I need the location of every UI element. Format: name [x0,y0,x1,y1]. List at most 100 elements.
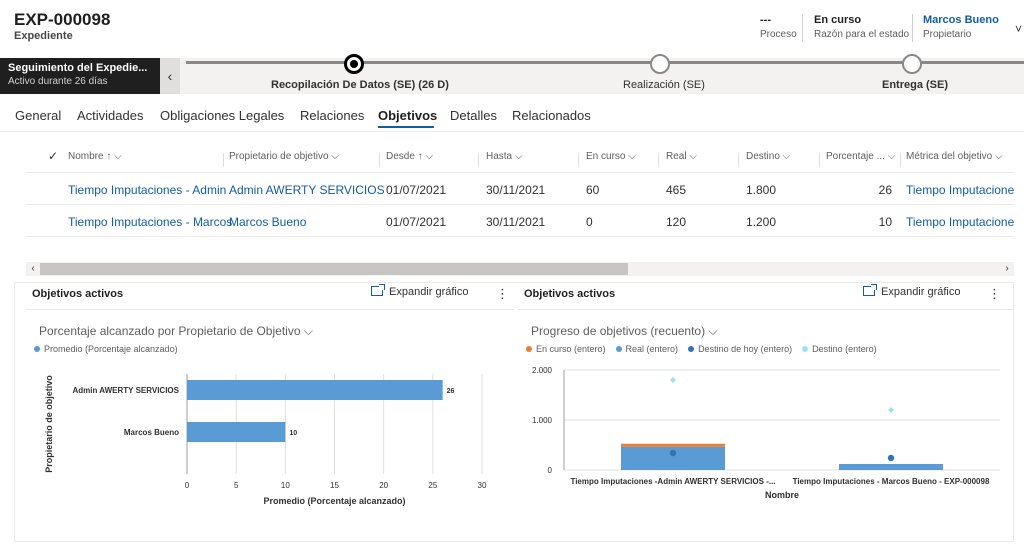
goal-owner-link[interactable]: Admin AWERTY SERVICIOS [229,183,385,197]
x-tick-label: 20 [379,481,388,490]
grid-horizontal-scrollbar[interactable]: ‹ › [26,262,1014,276]
chart-panel-progress: Objetivos activos Expandir gráfico ⋮ Pro… [518,282,1014,540]
header-field-value: En curso [814,14,862,26]
header-field-status-reason: En curso Razón para el estado [814,14,909,40]
tab-actividades[interactable]: Actividades [77,108,144,123]
legend-item[interactable]: Destino de hoy (entero) [688,344,792,354]
bpf-process-duration: Activo durante 26 días [8,76,108,87]
column-divider[interactable] [379,153,380,167]
stage-1-active-icon[interactable] [344,54,364,74]
bar-chart-percentage: 0 5 10 15 20 25 30 Admin AWERTY SERVICIOS 26 Marc… [44,374,487,506]
legend-label: Real (entero) [625,344,679,354]
bar-real [621,446,725,470]
column-header-desde[interactable]: Desde ↑ ⌵ [386,151,434,162]
header-expand-chevron-icon[interactable]: ˅ [1014,22,1022,36]
expand-chart-button[interactable]: Expandir gráfico [863,284,961,298]
scrollbar-thumb[interactable] [40,263,628,275]
record-title: EXP-000098 [14,10,111,29]
y-tick-label: 2.000 [532,366,553,375]
tab-relaciones[interactable]: Relaciones [300,108,365,123]
bpf-active-process[interactable]: Seguimiento del Expedie... Activo durant… [0,58,160,94]
expand-chart-button[interactable]: Expandir gráfico [371,284,469,298]
table-row[interactable]: Tiempo Imputaciones - Admin Admin AWERTY… [26,173,1014,205]
chart-panel-percentage: Objetivos activos Expandir gráfico ⋮ Por… [26,282,514,540]
x-category-label: Tiempo Imputaciones - Marcos Bueno - EXP… [793,477,990,486]
column-divider[interactable] [819,153,820,167]
chart-title[interactable]: Porcentaje alcanzado por Propietario de … [39,324,313,338]
column-header-en-curso[interactable]: En curso ⌵ [586,151,636,162]
scroll-left-arrow-icon[interactable]: ‹ [31,263,35,274]
legend-item[interactable]: Destino (entero) [802,344,877,354]
column-divider[interactable] [578,153,579,167]
bpf-collapse-chevron-left-icon[interactable]: ‹ [160,58,180,94]
record-entity-name: Expediente [14,30,73,42]
selected-tab-indicator [378,126,434,128]
y-axis-title: Propietario de objetivo [44,375,54,473]
tab-general[interactable]: General [15,108,62,123]
header-divider [802,14,803,42]
column-divider[interactable] [738,153,739,167]
goal-metric-link[interactable]: Tiempo Imputacione [906,215,1014,229]
bpf-process-title: Seguimiento del Expedie... [8,62,148,74]
x-tick-label: 25 [428,481,437,490]
legend-label: En curso (entero) [536,344,606,354]
select-all-check-icon[interactable]: ✓ [48,149,59,163]
tab-objetivos[interactable]: Objetivos [378,108,438,123]
goal-in-progress: 0 [586,215,593,229]
stage-3-label[interactable]: Entrega (SE) [882,79,949,91]
bar-data-label: 10 [289,430,297,437]
record-header: EXP-000098 Expediente --- Proceso En cur… [0,0,1024,52]
column-header-metrica[interactable]: Métrica del objetivo ⌵ [906,151,1003,162]
scroll-right-arrow-icon[interactable]: › [1005,263,1009,274]
header-field-label: Propietario [923,29,972,40]
legend-dot-icon [688,346,695,352]
column-header-hasta[interactable]: Hasta ⌵ [486,151,523,162]
goal-name-link[interactable]: Tiempo Imputaciones - Admin [68,183,227,197]
x-tick-label: 5 [234,481,239,490]
owner-link[interactable]: Marcos Bueno [923,14,999,26]
legend-item[interactable]: Promedio (Porcentaje alcanzado) [34,344,178,354]
column-header-destino[interactable]: Destino ⌵ [746,151,791,162]
tab-obligaciones-legales[interactable]: Obligaciones Legales [160,108,285,123]
goal-owner-link[interactable]: Marcos Bueno [229,215,307,229]
column-header-real[interactable]: Real ⌵ [666,151,697,162]
legend-item[interactable]: Real (entero) [615,344,679,354]
column-divider[interactable] [900,153,901,167]
tab-relacionados[interactable]: Relacionados [512,108,591,123]
business-process-flow: Seguimiento del Expedie... Activo durant… [0,54,1024,94]
legend-dot-icon [615,346,622,352]
stage-2-label[interactable]: Realización (SE) [623,79,705,91]
legend-item[interactable]: En curso (entero) [526,344,606,354]
y-tick-label: 1.000 [532,416,553,425]
stage-3-circle-icon[interactable] [902,54,922,74]
header-field-proceso: --- Proceso [760,14,797,40]
point-destino-hoy [887,454,895,462]
column-divider[interactable] [223,153,224,167]
x-category-label: Tiempo Imputaciones -Admin AWERTY SERVIC… [570,477,775,486]
column-divider[interactable] [658,153,659,167]
column-header-porcentaje[interactable]: Porcentaje ... ⌵ [826,151,896,162]
goal-metric-link[interactable]: Tiempo Imputacione [906,183,1014,197]
stage-2-circle-icon[interactable] [650,54,670,74]
header-field-owner[interactable]: Marcos Bueno Propietario [923,14,999,40]
column-header-propietario[interactable]: Propietario de objetivo ⌵ [229,151,339,162]
more-options-icon[interactable]: ⋮ [496,286,509,301]
point-destino [888,407,894,413]
x-tick-label: 0 [185,481,190,490]
column-divider[interactable] [478,153,479,167]
bar-en-curso [621,443,725,447]
chart-title[interactable]: Progreso de objetivos (recuento) ⌵ [531,324,718,338]
more-options-icon[interactable]: ⋮ [988,286,1001,301]
column-header-nombre[interactable]: Nombre ↑ ⌵ [68,151,122,162]
tab-detalles[interactable]: Detalles [450,108,497,123]
goal-from-date: 01/07/2021 [386,183,447,197]
goal-name-link[interactable]: Tiempo Imputaciones - Marcos [68,215,233,229]
panel-title: Objetivos activos [32,288,124,300]
goal-target: 1.200 [746,215,777,229]
goal-from-date: 01/07/2021 [386,215,447,229]
table-row[interactable]: Tiempo Imputaciones - Marcos Marcos Buen… [26,205,1014,237]
chart-legend: En curso (entero) Real (entero) Destino de… [526,344,887,354]
point-destino [670,377,676,383]
bar [187,422,286,442]
stage-1-label[interactable]: Recopilación De Datos (SE) (26 D) [271,79,449,91]
